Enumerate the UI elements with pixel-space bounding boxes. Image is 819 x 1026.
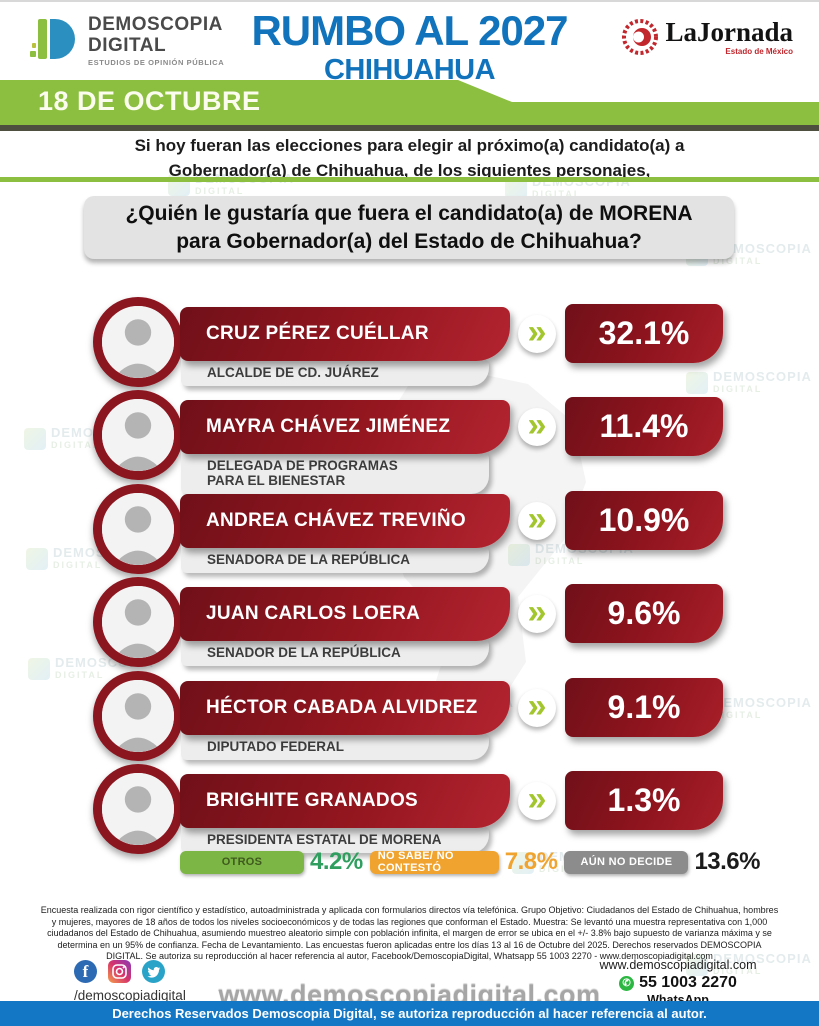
candidate-percentage: 11.4%	[565, 397, 723, 456]
date-text: 18 DE OCTUBRE	[38, 86, 261, 116]
question-box: ¿Quién le gustaría que fuera el candidat…	[84, 196, 734, 259]
stat-label-bar: OTROS	[180, 850, 304, 874]
person-silhouette-icon	[102, 586, 174, 658]
candidate-row: DELEGADA DE PROGRAMAS PARA EL BIENESTAR …	[0, 390, 819, 494]
copyright-bar: Derechos Reservados Demoscopia Digital, …	[0, 1001, 819, 1026]
contact-url[interactable]: www.demoscopiadigital.com	[599, 958, 757, 972]
candidate-row: PRESIDENTA ESTATAL DE MORENA BRIGHITE GR…	[0, 764, 819, 868]
stat-label: OTROS	[221, 856, 263, 868]
lajornada-text: LaJornada Estado de México	[665, 16, 793, 56]
candidate-name: HÉCTOR CABADA ALVIDREZ	[206, 697, 478, 718]
candidate-name: ANDREA CHÁVEZ TREVIÑO	[206, 510, 466, 531]
person-silhouette-icon	[102, 399, 174, 471]
candidate-name: BRIGHITE GRANADOS	[206, 790, 418, 811]
whatsapp-icon: ✆	[619, 975, 635, 991]
stat-value: 4.2%	[310, 848, 363, 875]
stat-label: AÚN NO DECIDE	[580, 856, 673, 868]
green-divider	[0, 177, 819, 182]
contact-block: www.demoscopiadigital.com ✆ 55 1003 2270…	[573, 958, 783, 1007]
candidate-photo	[93, 390, 183, 480]
candidate-title: DIPUTADO FEDERAL	[181, 733, 489, 760]
stat-label-bar: AÚN NO DECIDE	[564, 850, 689, 874]
candidate-row: DIPUTADO FEDERAL HÉCTOR CABADA ALVIDREZ …	[0, 671, 819, 775]
candidate-row: ALCALDE DE CD. JUÁREZ CRUZ PÉREZ CUÉLLAR…	[0, 297, 819, 401]
lajornada-logo-block: LaJornada Estado de México	[621, 18, 793, 56]
title-line1: RUMBO AL 2027	[251, 7, 568, 54]
double-chevron-icon: »	[518, 315, 556, 353]
brand-logo-block: DEMOSCOPIA DIGITAL ESTUDIOS DE OPINIÓN P…	[28, 14, 224, 67]
brand-name-line2: DIGITAL	[88, 35, 167, 56]
candidate-percentage: 9.6%	[565, 584, 723, 643]
stat-item: OTROS 4.2%	[180, 848, 363, 876]
candidate-title: ALCALDE DE CD. JUÁREZ	[181, 359, 489, 386]
lajornada-subtitle: Estado de México	[725, 46, 793, 56]
candidate-title: SENADOR DE LA REPÚBLICA	[181, 639, 489, 666]
brand-name-line1: DEMOSCOPIA	[88, 14, 223, 35]
candidate-row: SENADOR DE LA REPÚBLICA JUAN CARLOS LOER…	[0, 577, 819, 681]
candidate-photo	[93, 484, 183, 574]
social-handle[interactable]: /demoscopiadigital	[74, 988, 186, 1003]
double-chevron-icon: »	[518, 782, 556, 820]
candidate-photo	[93, 297, 183, 387]
double-chevron-icon: »	[518, 595, 556, 633]
candidate-name-bar: BRIGHITE GRANADOS	[180, 774, 510, 828]
brand-tagline: ESTUDIOS DE OPINIÓN PÚBLICA	[88, 58, 225, 67]
candidate-name-bar: ANDREA CHÁVEZ TREVIÑO	[180, 494, 510, 548]
candidate-name-bar: HÉCTOR CABADA ALVIDREZ	[180, 681, 510, 735]
phone-number: 55 1003 2270	[639, 974, 737, 991]
banner-shadow	[0, 125, 819, 131]
stat-item: NO SABE/ NO CONTESTÓ 7.8%	[369, 848, 558, 876]
question-line1: ¿Quién le gustaría que fuera el candidat…	[125, 201, 693, 225]
candidate-title: DELEGADA DE PROGRAMAS PARA EL BIENESTAR	[181, 452, 489, 494]
candidate-name: MAYRA CHÁVEZ JIMÉNEZ	[206, 416, 451, 437]
candidate-percentage: 9.1%	[565, 678, 723, 737]
candidate-name: JUAN CARLOS LOERA	[206, 603, 421, 624]
lajornada-name: LaJornada	[665, 16, 793, 47]
double-chevron-icon: »	[518, 502, 556, 540]
lajornada-gear-icon	[622, 19, 659, 55]
candidate-row: SENADORA DE LA REPÚBLICA ANDREA CHÁVEZ T…	[0, 484, 819, 588]
person-silhouette-icon	[102, 773, 174, 845]
stat-label-bar: NO SABE/ NO CONTESTÓ	[369, 850, 499, 874]
candidate-percentage: 32.1%	[565, 304, 723, 363]
person-silhouette-icon	[102, 680, 174, 752]
demoscopia-logo-icon	[30, 18, 75, 59]
brand-text: DEMOSCOPIA DIGITAL ESTUDIOS DE OPINIÓN P…	[88, 14, 224, 67]
question-line2: para Gobernador(a) del Estado de Chihuah…	[176, 229, 642, 253]
contact-phone[interactable]: ✆ 55 1003 2270	[573, 974, 783, 992]
intro-line2: Gobernador(a) de Chihuahua, de los sigui…	[168, 161, 651, 180]
residual-stats: OTROS 4.2% NO SABE/ NO CONTESTÓ 7.8% AÚN…	[180, 848, 760, 876]
candidate-name: CRUZ PÉREZ CUÉLLAR	[206, 323, 429, 344]
instagram-icon[interactable]	[108, 960, 131, 983]
intro-text: Si hoy fueran las elecciones para elegir…	[0, 133, 819, 183]
candidate-percentage: 1.3%	[565, 771, 723, 830]
candidate-photo	[93, 671, 183, 761]
candidate-photo	[93, 577, 183, 667]
intro-line1: Si hoy fueran las elecciones para elegir…	[134, 136, 685, 155]
social-block: f /demoscopiadigital	[74, 960, 186, 1003]
stat-value: 7.8%	[504, 848, 558, 875]
candidate-name-bar: MAYRA CHÁVEZ JIMÉNEZ	[180, 400, 510, 454]
candidate-title: SENADORA DE LA REPÚBLICA	[181, 546, 489, 573]
page-title: RUMBO AL 2027 CHIHUAHUA	[230, 7, 590, 87]
facebook-icon[interactable]: f	[74, 960, 97, 983]
stat-item: AÚN NO DECIDE 13.6%	[564, 848, 760, 876]
candidate-percentage: 10.9%	[565, 491, 723, 550]
candidate-name-bar: JUAN CARLOS LOERA	[180, 587, 510, 641]
methodology-fine-print: Encuesta realizada con rigor científico …	[40, 905, 779, 961]
person-silhouette-icon	[102, 306, 174, 378]
twitter-icon[interactable]	[142, 960, 165, 983]
double-chevron-icon: »	[518, 689, 556, 727]
double-chevron-icon: »	[518, 408, 556, 446]
candidate-name-bar: CRUZ PÉREZ CUÉLLAR	[180, 307, 510, 361]
person-silhouette-icon	[102, 493, 174, 565]
stat-value: 13.6%	[694, 848, 760, 875]
stat-label: NO SABE/ NO CONTESTÓ	[377, 850, 454, 874]
candidate-title: PRESIDENTA ESTATAL DE MORENA	[181, 826, 489, 853]
candidate-photo	[93, 764, 183, 854]
